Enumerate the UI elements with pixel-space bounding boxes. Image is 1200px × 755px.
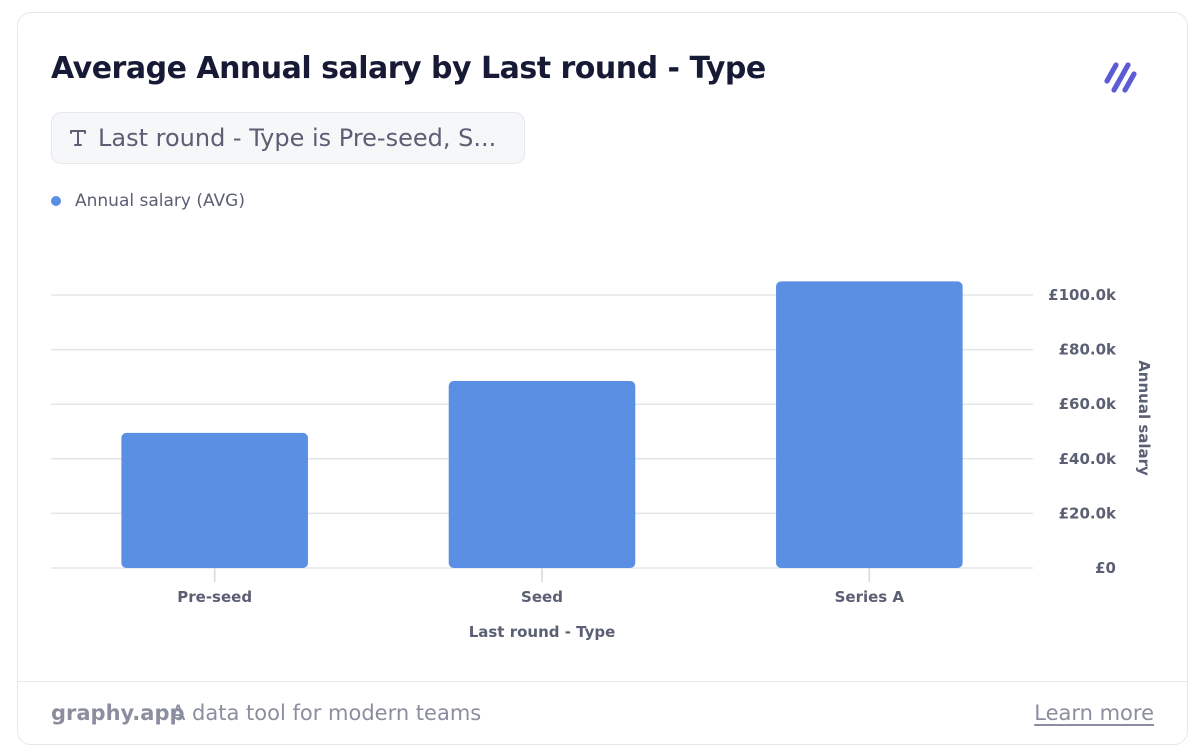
x-axis-ticks xyxy=(213,568,871,582)
y-tick-label: £80.0k xyxy=(1059,341,1117,359)
y-tick-label: £40.0k xyxy=(1059,450,1117,468)
text-type-icon xyxy=(70,130,86,146)
x-tick-label: Pre-seed xyxy=(177,588,252,606)
filter-chip[interactable]: Last round - Type is Pre-seed, S... xyxy=(51,112,525,164)
legend: Annual salary (AVG) xyxy=(51,191,245,211)
learn-more-link[interactable]: Learn more xyxy=(1034,701,1154,725)
bars xyxy=(121,281,963,568)
y-tick-label: £100.0k xyxy=(1048,286,1117,304)
footer-brand-link[interactable]: graphy.app xyxy=(51,701,185,725)
bar-pre-seed[interactable] xyxy=(121,432,308,568)
chart-title: Average Annual salary by Last round - Ty… xyxy=(51,51,766,86)
x-axis-tick-labels: Pre-seed Seed Series A xyxy=(177,588,904,606)
y-axis-tick-labels: £0 £20.0k £40.0k £60.0k £80.0k £100.0k xyxy=(1048,286,1117,577)
x-axis-title: Last round - Type xyxy=(469,623,616,641)
bar-seed[interactable] xyxy=(448,380,636,568)
footer: graphy.app A data tool for modern teams … xyxy=(18,681,1187,744)
x-tick-label: Seed xyxy=(521,588,563,606)
x-tick-label: Series A xyxy=(835,588,905,606)
legend-swatch xyxy=(51,196,61,206)
legend-label: Annual salary (AVG) xyxy=(75,191,245,211)
y-tick-label: £0 xyxy=(1095,559,1116,577)
y-axis-title: Annual salary xyxy=(1135,360,1153,476)
bar-chart: Pre-seed Seed Series A £0 £20.0k £40.0k £60.0… xyxy=(51,281,1153,641)
bar-series-a[interactable] xyxy=(776,281,963,568)
footer-tagline: A data tool for modern teams xyxy=(171,701,482,725)
graphy-slashes-icon xyxy=(1104,62,1137,93)
y-tick-label: £60.0k xyxy=(1059,395,1117,413)
y-tick-label: £20.0k xyxy=(1059,504,1117,522)
chart-card: Average Annual salary by Last round - Ty… xyxy=(17,12,1188,745)
